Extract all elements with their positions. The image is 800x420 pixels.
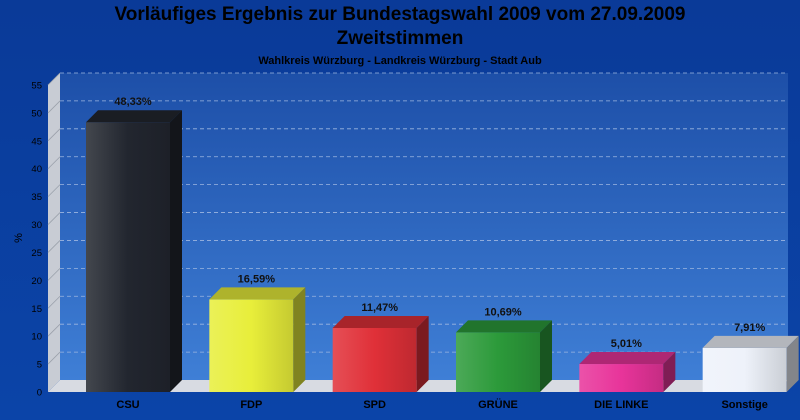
y-tick-label: 0	[37, 388, 42, 399]
bar-sonstige	[702, 347, 787, 392]
grid-line-wall	[47, 156, 61, 170]
grid-line-wall	[47, 240, 61, 253]
y-tick-label: 20	[31, 276, 42, 287]
grid-line-wall	[47, 100, 61, 114]
grid-line-wall	[47, 268, 61, 281]
y-tick-label: 35	[31, 192, 42, 203]
y-tick-label: 15	[31, 304, 42, 315]
grid-line-wall	[47, 351, 61, 365]
x-tick-label: FDP	[240, 399, 262, 411]
data-label: 11,47%	[361, 302, 398, 314]
grid-line-wall	[47, 72, 61, 86]
y-tick-label: 50	[31, 108, 42, 119]
data-label: 7,91%	[734, 322, 765, 334]
grid-line-wall	[47, 212, 61, 225]
bar-side	[663, 352, 676, 392]
bar-spd	[332, 327, 417, 392]
bar-grüne	[456, 332, 540, 392]
x-tick-label: CSU	[116, 399, 139, 411]
y-tick-label: 55	[31, 81, 42, 92]
y-tick-label: 40	[31, 164, 42, 175]
bar-top	[86, 110, 182, 123]
bar-top	[332, 315, 429, 328]
grid-line-wall	[47, 184, 61, 197]
bar-side	[170, 110, 182, 393]
y-tick-label: 25	[31, 248, 42, 259]
bar-csu	[86, 122, 170, 393]
data-label: 5,01%	[611, 338, 642, 350]
bar-fdp	[209, 299, 294, 392]
y-tick-label: 30	[31, 220, 42, 231]
bar-top	[702, 335, 799, 348]
y-tick-label: 5	[37, 360, 42, 371]
plot-left-wall	[48, 73, 60, 392]
grid-line-wall	[47, 323, 61, 337]
y-tick-label: 45	[31, 136, 42, 147]
x-tick-label: Sonstige	[721, 399, 767, 411]
bar-side	[416, 315, 429, 392]
bar-top	[209, 287, 306, 300]
x-tick-label: SPD	[363, 399, 386, 411]
grid-line-wall	[47, 295, 61, 309]
bar-side	[540, 320, 552, 392]
chart-title: Vorläufiges Ergebnis zur Bundestagswahl …	[114, 4, 686, 25]
data-label: 16,59%	[238, 273, 276, 285]
y-tick-label: 10	[31, 332, 42, 343]
data-label: 10,69%	[484, 306, 522, 318]
y-axis-label: %	[13, 233, 25, 243]
bar-die-linke	[579, 364, 664, 392]
chart-title-line2: Zweitstimmen	[336, 28, 464, 49]
chart-subtitle: Wahlkreis Würzburg - Landkreis Würzburg …	[258, 55, 542, 67]
bar-side	[293, 287, 306, 392]
x-tick-label: DIE LINKE	[594, 399, 648, 411]
bar-top	[579, 352, 676, 365]
grid-line-wall	[47, 128, 61, 142]
bar-top	[456, 320, 552, 333]
data-label: 48,33%	[114, 96, 152, 108]
bar-side	[786, 335, 799, 392]
x-tick-label: GRÜNE	[478, 398, 518, 411]
